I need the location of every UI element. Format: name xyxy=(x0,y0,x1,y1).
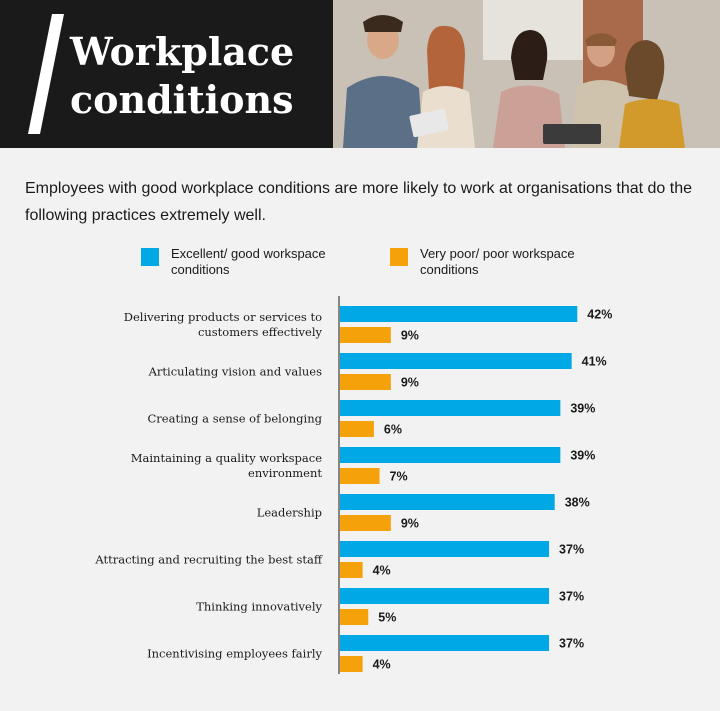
bar-poor xyxy=(340,327,391,343)
bar-excellent xyxy=(340,447,561,463)
data-label: 39% xyxy=(570,449,595,463)
team-photo-illustration xyxy=(333,0,720,148)
category-label: Thinking innovatively xyxy=(196,600,322,614)
category-label: Incentivising employees fairly xyxy=(147,647,322,661)
category-label-line: Articulating vision and values xyxy=(148,365,322,379)
legend-label-excellent-line2: conditions xyxy=(171,262,230,277)
category-label: Creating a sense of belonging xyxy=(148,412,323,426)
data-label: 4% xyxy=(373,564,391,578)
data-label: 4% xyxy=(373,658,391,672)
category-label-line: Leadership xyxy=(257,506,322,520)
bar-excellent xyxy=(340,353,572,369)
bar-poor xyxy=(340,374,391,390)
legend-swatch-poor xyxy=(390,248,408,266)
legend-item-excellent: Excellent/ good workspace conditions xyxy=(141,246,351,278)
category-label-line: Creating a sense of belonging xyxy=(148,412,323,426)
chart-subtitle: Employees with good workplace conditions… xyxy=(25,180,693,224)
bar-excellent xyxy=(340,494,555,510)
category-label-line: Maintaining a quality workspace xyxy=(131,451,322,465)
data-label: 39% xyxy=(570,402,595,416)
category-label: Leadership xyxy=(257,506,322,520)
data-label: 7% xyxy=(390,470,408,484)
data-label: 37% xyxy=(559,637,584,651)
data-label: 38% xyxy=(565,496,590,510)
data-label: 9% xyxy=(401,329,419,343)
legend-label-poor-line2: conditions xyxy=(420,262,479,277)
category-label-line: Thinking innovatively xyxy=(196,600,322,614)
category-label: Attracting and recruiting the best staff xyxy=(94,553,322,567)
category-label-line: environment xyxy=(248,466,322,480)
bar-excellent xyxy=(340,541,550,557)
data-label: 9% xyxy=(401,376,419,390)
slash-decoration xyxy=(28,14,64,134)
bar-poor xyxy=(340,468,380,484)
bar-poor xyxy=(340,421,374,437)
category-label: Delivering products or services to custom… xyxy=(124,310,323,339)
data-label: 5% xyxy=(378,611,396,625)
legend-swatch-excellent xyxy=(141,248,159,266)
category-label-line: customers effectively xyxy=(198,325,323,339)
bar-excellent xyxy=(340,635,550,651)
data-label: 37% xyxy=(559,590,584,604)
header-banner: Workplace conditions xyxy=(0,0,720,148)
data-label: 42% xyxy=(587,308,612,322)
category-label-line: Incentivising employees fairly xyxy=(147,647,322,661)
category-label-line: Attracting and recruiting the best staff xyxy=(94,553,322,567)
page-title-line2: conditions xyxy=(70,77,294,122)
page-title: Workplace conditions xyxy=(70,28,294,124)
legend-label-poor: Very poor/ poor workspace conditions xyxy=(420,246,600,278)
team-photo xyxy=(333,0,720,148)
data-label: 9% xyxy=(401,517,419,531)
bar-excellent xyxy=(340,306,578,322)
bar-chart: Delivering products or services to custom… xyxy=(94,296,612,674)
legend-label-excellent: Excellent/ good workspace conditions xyxy=(171,246,351,278)
bar-poor xyxy=(340,562,363,578)
data-label: 37% xyxy=(559,543,584,557)
data-label: 6% xyxy=(384,423,402,437)
bar-excellent xyxy=(340,588,550,604)
category-label: Maintaining a quality workspace environme… xyxy=(131,451,323,480)
bar-poor xyxy=(340,656,363,672)
page-title-line1: Workplace xyxy=(70,29,295,74)
category-label-line: Delivering products or services to xyxy=(124,310,322,324)
bar-poor xyxy=(340,515,391,531)
legend-label-excellent-line1: Excellent/ good workspace xyxy=(171,246,326,261)
legend-label-poor-line1: Very poor/ poor workspace xyxy=(420,246,575,261)
bar-excellent xyxy=(340,400,561,416)
legend-item-poor: Very poor/ poor workspace conditions xyxy=(390,246,600,278)
bar-poor xyxy=(340,609,369,625)
data-label: 41% xyxy=(582,355,607,369)
category-label: Articulating vision and values xyxy=(148,365,322,379)
